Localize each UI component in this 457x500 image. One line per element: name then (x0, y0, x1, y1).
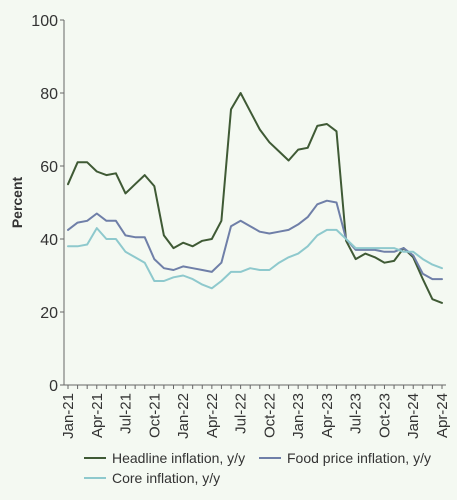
y-tick-label: 100 (31, 13, 58, 30)
y-tick-label: 80 (40, 86, 58, 103)
x-tick-label: Jan-23 (290, 393, 307, 439)
y-tick-label: 40 (40, 232, 58, 249)
x-tick-label: Jan-22 (175, 393, 192, 439)
series-line-food (67, 199, 443, 281)
legend-swatch-headline (84, 457, 106, 459)
x-tick-label: Oct-21 (146, 393, 163, 438)
legend-swatch-food (259, 457, 281, 459)
x-tick-label: Apr-24 (434, 393, 451, 438)
legend-item-core: Core inflation, y/y (84, 470, 220, 486)
x-tick-label: Jul-21 (118, 393, 135, 434)
y-tick-label: 20 (40, 305, 58, 322)
x-tick-label: Oct-23 (376, 393, 393, 438)
x-axis: Jan-21 Apr-21 Jul-21 Oct-21 Jan-22 Apr-22 Jul-… (60, 384, 451, 439)
series-lines (67, 92, 443, 304)
x-tick-label: Jul-22 (233, 393, 250, 434)
x-tick-label: Apr-22 (204, 393, 221, 438)
y-tick-label: 0 (49, 378, 58, 395)
legend-item-headline: Headline inflation, y/y (84, 450, 245, 466)
legend: Headline inflation, y/y Food price infla… (84, 446, 444, 494)
series-line-headline (67, 92, 443, 304)
x-tick-label: Apr-21 (89, 393, 106, 438)
legend-label-headline: Headline inflation, y/y (112, 450, 246, 466)
series-line-core (67, 227, 443, 290)
x-tick-label: Jul-23 (348, 393, 365, 434)
y-axis: 0 20 40 60 80 100 (31, 13, 65, 395)
legend-swatch-core (84, 477, 106, 479)
x-tick-label: Jan-24 (405, 393, 422, 439)
y-axis-label: Percent (9, 176, 25, 228)
legend-label-food: Food price inflation, y/y (287, 450, 431, 466)
y-tick-label: 60 (40, 159, 58, 176)
legend-item-food: Food price inflation, y/y (259, 450, 431, 466)
legend-label-core: Core inflation, y/y (112, 470, 221, 486)
x-tick-label: Apr-23 (319, 393, 336, 438)
x-tick-label: Oct-22 (261, 393, 278, 438)
x-tick-label: Jan-21 (60, 393, 77, 439)
